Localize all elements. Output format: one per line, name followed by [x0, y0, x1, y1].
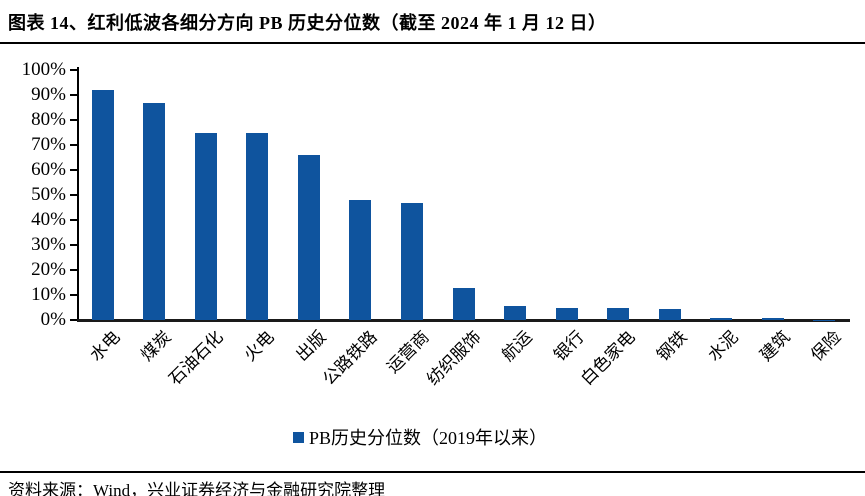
x-tick-label: 白色家电 [577, 327, 639, 389]
bar-银行 [555, 307, 578, 320]
x-tick-label: 煤炭 [137, 327, 176, 365]
y-tick-mark [70, 269, 77, 271]
y-tick-label: 60% [31, 159, 66, 180]
x-tick-label: 钢铁 [652, 327, 691, 365]
footer-divider [0, 471, 865, 473]
bar-公路铁路 [349, 200, 372, 320]
x-tick-label: 银行 [549, 327, 588, 365]
y-tick-mark [70, 144, 77, 146]
bar-水电 [91, 90, 114, 320]
y-tick-mark [70, 194, 77, 196]
y-tick-mark [70, 219, 77, 221]
y-tick-mark [70, 69, 77, 71]
x-tick-label: 水电 [86, 327, 124, 365]
y-tick-mark [70, 169, 77, 171]
y-tick-mark [70, 294, 77, 296]
x-tick-label: 建筑 [755, 327, 794, 365]
title-divider [0, 42, 865, 44]
x-tick-label: 航运 [498, 327, 536, 365]
x-tick-label: 公路铁路 [319, 327, 382, 389]
y-tick-label: 0% [40, 309, 66, 330]
bar-保险 [813, 319, 836, 320]
bar-建筑 [761, 318, 784, 320]
bar-出版 [297, 155, 320, 320]
bar-运营商 [400, 202, 423, 320]
y-tick-label: 10% [31, 284, 66, 305]
bar-纺织服饰 [452, 287, 475, 320]
bar-水泥 [710, 317, 733, 320]
x-tick-label: 纺织服饰 [422, 327, 485, 389]
bar-火电 [246, 132, 269, 320]
bar-煤炭 [143, 102, 166, 320]
y-tick-label: 80% [31, 109, 66, 130]
legend-square-icon [293, 431, 304, 443]
y-tick-label: 90% [31, 84, 66, 105]
x-tick-label: 石油石化 [165, 327, 227, 389]
legend: PB历史分位数（2019年以来） [293, 424, 547, 450]
source-note: 资料来源：Wind，兴业证券经济与金融研究院整理 [8, 481, 386, 496]
x-tick-label: 水泥 [704, 327, 742, 365]
y-tick-mark [70, 94, 77, 96]
bar-白色家电 [607, 307, 630, 320]
y-tick-label: 70% [31, 134, 66, 155]
y-tick-mark [70, 119, 77, 121]
y-axis-line [77, 67, 79, 321]
chart-title: 图表 14、红利低波各细分方向 PB 历史分位数（截至 2024 年 1 月 1… [8, 13, 607, 33]
y-tick-label: 20% [31, 259, 66, 280]
x-tick-label: 保险 [807, 327, 845, 365]
legend-label: PB历史分位数（2019年以来） [309, 428, 548, 448]
bar-石油石化 [194, 132, 217, 320]
bar-钢铁 [658, 308, 681, 320]
x-tick-label: 运营商 [383, 327, 433, 377]
x-tick-label: 出版 [292, 327, 330, 365]
y-tick-label: 40% [31, 209, 66, 230]
y-tick-mark [70, 319, 77, 321]
bar-航运 [504, 306, 527, 320]
y-tick-label: 30% [31, 234, 66, 255]
y-tick-label: 50% [31, 184, 66, 205]
y-tick-label: 100% [21, 59, 66, 80]
y-tick-mark [70, 244, 77, 246]
x-axis-line [77, 319, 850, 322]
x-tick-label: 火电 [240, 327, 279, 365]
